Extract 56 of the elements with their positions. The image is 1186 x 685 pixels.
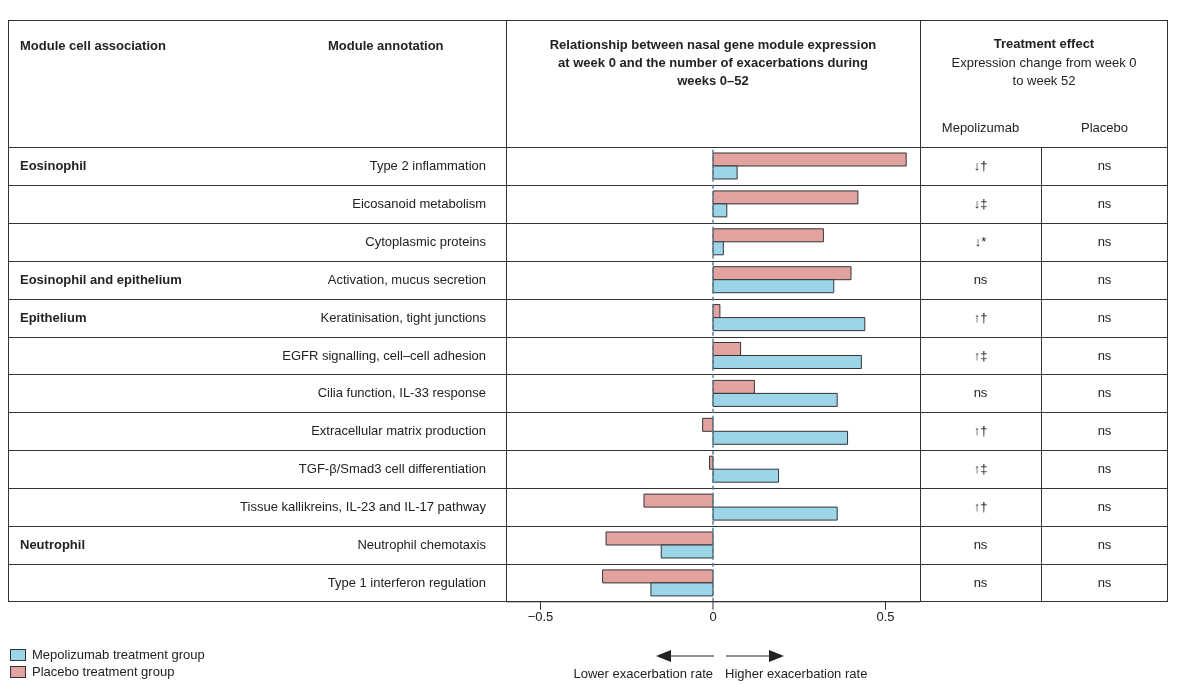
text: ns (1096, 158, 1113, 173)
y-tick-label: Keratinisation, tight junctions (320, 309, 486, 325)
text: ↓† (972, 158, 989, 173)
text: ns (972, 574, 989, 590)
text: ns (1096, 423, 1113, 439)
y-tick-label: Activation, mucus secretion (327, 271, 486, 287)
chart-title: Relationship between nasal gene module expression at week 0 and the number of exacerbations during weeks 0–52 (548, 36, 878, 90)
text: ns (1096, 385, 1113, 401)
text: Module cell association (20, 38, 166, 53)
y2-tick-label: Epithelium (20, 309, 87, 325)
text: Placebo (1080, 120, 1129, 135)
text: Mepolizumab (940, 120, 1021, 135)
y-tick-label: Cilia function, IL-33 response (317, 385, 486, 401)
x-tick-label: 0.5 (876, 609, 895, 625)
y-tick-label: TGF-β/Smad3 cell differentiation (298, 461, 486, 477)
text: ↑† (972, 309, 989, 325)
x-tick-label: 0 (709, 609, 717, 625)
y-tick-label: Type 1 interferon regulation (327, 574, 486, 590)
text: Expression change from week 0 to week 52 (950, 54, 1138, 90)
text: ↑‡ (972, 347, 989, 363)
text: Higher exacerbation rate (725, 666, 868, 681)
text: ↑‡ (972, 461, 989, 477)
text: Lower exacerbation rate (573, 666, 713, 681)
y-tick-label: Extracellular matrix production (311, 423, 486, 439)
bar (702, 417, 714, 432)
text: ns (1096, 574, 1113, 590)
y2-tick-label: Neutrophil (20, 537, 85, 552)
y-tick-label: Eicosanoid metabolism (352, 195, 486, 211)
text: ns (972, 385, 989, 401)
text: ns (1096, 233, 1113, 249)
text: ↑† (972, 499, 989, 515)
legend-label: Placebo treatment group (31, 663, 176, 680)
text: Module annotation (328, 38, 444, 53)
legend-label: Mepolizumab treatment group (31, 646, 205, 663)
y-tick-label: Tissue kallikreins, IL-23 and IL-17 pathway (240, 499, 486, 515)
y-tick-label: EGFR signalling, cell–cell adhesion (282, 347, 486, 363)
x-tick-label: −0.5 (527, 609, 554, 625)
text: ↓* (973, 233, 988, 249)
bar (712, 430, 849, 445)
text: ↓‡ (972, 195, 989, 211)
text: ns (1096, 537, 1113, 552)
text: ns (1096, 347, 1113, 363)
text: ns (1096, 309, 1113, 325)
text: ns (972, 537, 989, 552)
y-tick-label: Cytoplasmic proteins (365, 233, 486, 249)
text: ns (1096, 271, 1113, 287)
text: Treatment effect (992, 36, 1096, 51)
text: ↑† (972, 423, 989, 439)
text: ns (1096, 499, 1113, 515)
y2-tick-label: Eosinophil (20, 158, 87, 173)
y2-tick-label: Eosinophil and epithelium (20, 271, 182, 287)
y-tick-label: Neutrophil chemotaxis (357, 537, 486, 552)
text: ns (1096, 461, 1113, 477)
y-tick-label: Type 2 inflammation (369, 158, 486, 173)
text: ns (972, 271, 989, 287)
text: ns (1096, 195, 1113, 211)
